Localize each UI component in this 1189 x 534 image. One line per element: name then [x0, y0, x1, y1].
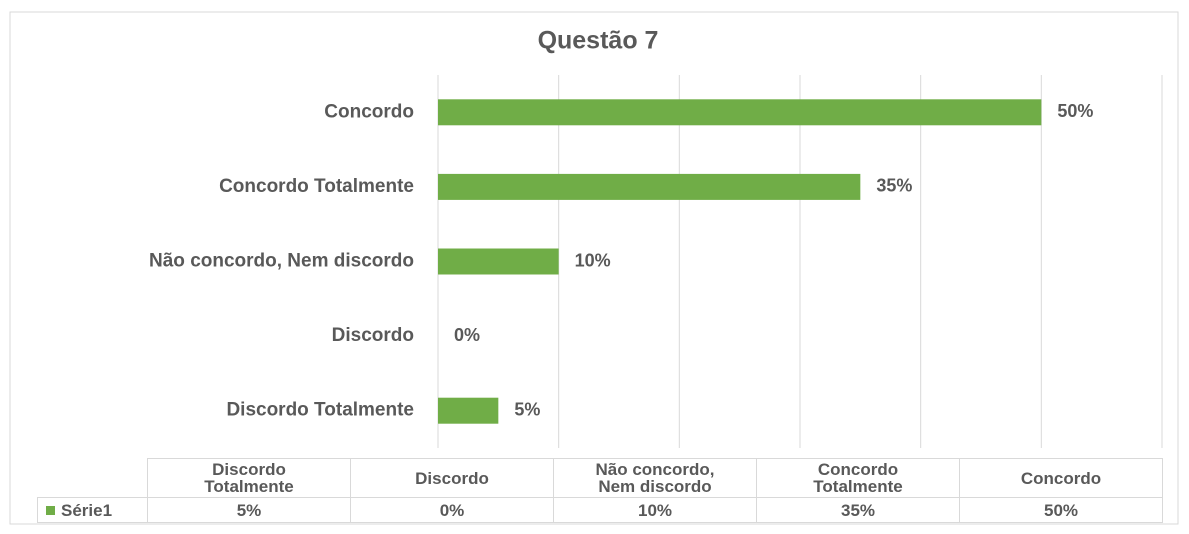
legend-label: Série1: [61, 500, 113, 520]
table-value: 10%: [553, 497, 757, 523]
bar: [438, 248, 559, 275]
table-header: Concordo: [959, 458, 1163, 498]
y-tick-label: Não concordo, Nem discordo: [149, 251, 414, 272]
data-label: 50%: [1057, 101, 1093, 121]
table-header: Discordo: [350, 458, 554, 498]
table-header: Concordo Totalmente: [756, 458, 960, 498]
data-label: 0%: [454, 325, 480, 345]
table-header: Discordo Totalmente: [147, 458, 351, 498]
y-tick-label: Discordo: [332, 325, 414, 346]
legend-cell: Série1: [37, 497, 148, 523]
table-header: Não concordo, Nem discordo: [553, 458, 757, 498]
table-value: 5%: [147, 497, 351, 523]
table-value: 35%: [756, 497, 960, 523]
y-tick-label: Concordo Totalmente: [219, 176, 414, 197]
table-value: 50%: [959, 497, 1163, 523]
data-label: 5%: [514, 399, 540, 419]
bar: [438, 173, 861, 200]
y-tick-label: Discordo Totalmente: [226, 400, 414, 421]
chart-border: [9, 11, 1179, 525]
legend-swatch: [46, 505, 55, 515]
y-tick-label: Concordo: [324, 101, 414, 122]
data-label: 35%: [876, 176, 912, 196]
data-label: 10%: [575, 250, 611, 270]
table-value: 0%: [350, 497, 554, 523]
chart-title: Questão 7: [538, 27, 659, 55]
bar: [438, 99, 1042, 126]
bar: [438, 397, 499, 424]
